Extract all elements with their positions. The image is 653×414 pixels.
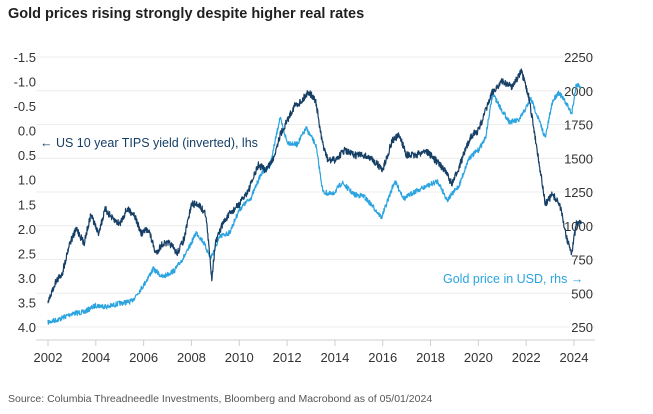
x-tick-label: 2006 bbox=[129, 350, 158, 365]
x-tick-label: 2014 bbox=[320, 350, 349, 365]
x-tick-label: 2008 bbox=[177, 350, 206, 365]
left-tick-label: 0.5 bbox=[18, 148, 36, 163]
source-note: Source: Columbia Threadneedle Investment… bbox=[8, 393, 433, 405]
left-tick-label: -1.5 bbox=[14, 50, 36, 65]
right-tick-label: 1500 bbox=[564, 151, 593, 166]
right-tick-label: 500 bbox=[571, 286, 593, 301]
x-tick-label: 2012 bbox=[273, 350, 302, 365]
right-tick-label: 2000 bbox=[564, 84, 593, 99]
x-tick-label: 2022 bbox=[512, 350, 541, 365]
left-tick-label: 2.5 bbox=[18, 246, 36, 261]
right-tick-label: 1750 bbox=[564, 118, 593, 133]
left-tick-label: 0.0 bbox=[18, 124, 36, 139]
x-tick-label: 2010 bbox=[225, 350, 254, 365]
gold-series-label: Gold price in USD, rhs → bbox=[443, 272, 583, 286]
tips-series-label: ← US 10 year TIPS yield (inverted), lhs bbox=[40, 136, 258, 150]
right-tick-label: 2250 bbox=[564, 50, 593, 65]
x-tick-label: 2020 bbox=[464, 350, 493, 365]
right-tick-label: 250 bbox=[571, 320, 593, 335]
tips-yield-line bbox=[47, 68, 582, 304]
left-tick-label: -0.5 bbox=[14, 99, 36, 114]
x-tick-label: 2004 bbox=[81, 350, 110, 365]
gold-price-line bbox=[47, 82, 582, 325]
x-tick-label: 2024 bbox=[560, 350, 589, 365]
left-tick-label: 3.5 bbox=[18, 295, 36, 310]
left-tick-label: 1.5 bbox=[18, 197, 36, 212]
left-tick-label: 1.0 bbox=[18, 173, 36, 188]
right-tick-label: 1250 bbox=[564, 185, 593, 200]
x-tick-label: 2018 bbox=[416, 350, 445, 365]
chart-title: Gold prices rising strongly despite high… bbox=[8, 6, 365, 22]
left-tick-label: 2.0 bbox=[18, 222, 36, 237]
x-tick-label: 2002 bbox=[34, 350, 63, 365]
left-tick-label: -1.0 bbox=[14, 75, 36, 90]
x-tick-label: 2016 bbox=[368, 350, 397, 365]
left-tick-label: 4.0 bbox=[18, 320, 36, 335]
right-tick-label: 750 bbox=[571, 253, 593, 268]
left-tick-label: 3.0 bbox=[18, 271, 36, 286]
